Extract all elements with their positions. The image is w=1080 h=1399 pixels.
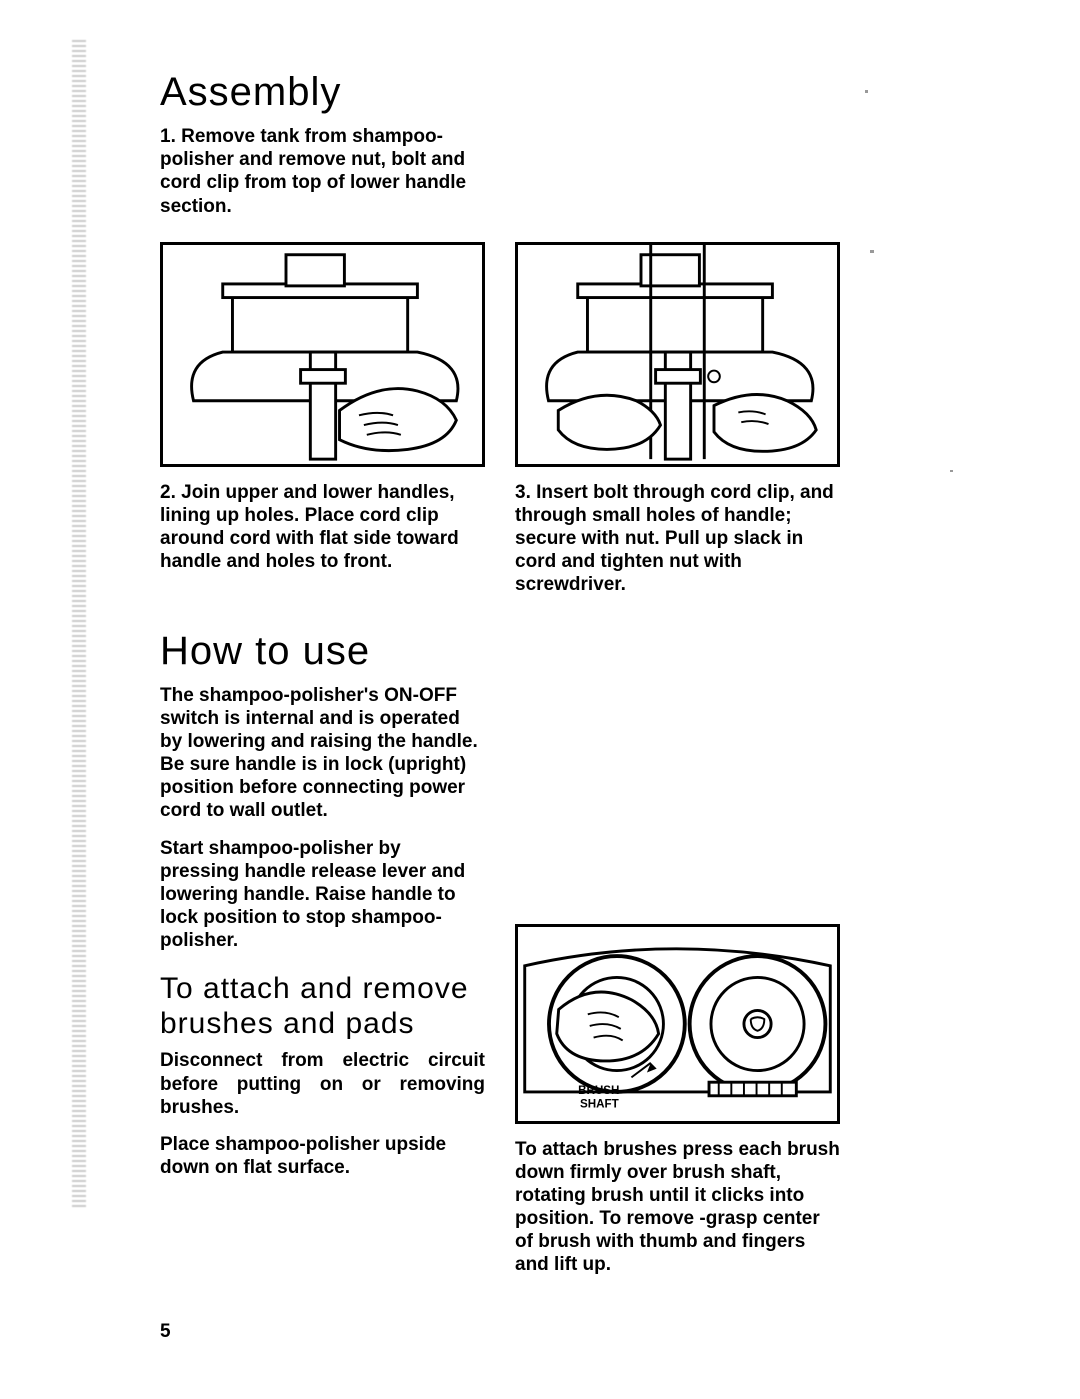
- assembly-step-3: 3. Insert bolt through cord clip, and th…: [515, 481, 840, 597]
- attach-p2: Place shampoo-polisher upside down on fl…: [160, 1133, 485, 1179]
- attach-heading: To attach and remove brushes and pads: [160, 972, 485, 1041]
- brush-figure: BRUSH SHAFT: [515, 924, 840, 1124]
- scan-binding-artifact: [72, 40, 86, 1210]
- attach-p3: To attach brushes press each brush down …: [515, 1138, 840, 1277]
- assembly-step-1: 1. Remove tank from shampoo-polisher and…: [160, 125, 485, 218]
- figure-label-brush: BRUSH: [578, 1083, 619, 1096]
- assembly-heading: Assembly: [160, 70, 840, 115]
- assembly-figure-2: [515, 242, 840, 467]
- assembly-figure-1: [160, 242, 485, 467]
- text-run: switch is internal and is operated by lo…: [160, 708, 478, 822]
- scan-speckle: [865, 90, 868, 93]
- text-run: The shampoo-polisher's: [160, 685, 384, 706]
- text-run-bold: ON: [384, 685, 413, 706]
- text-run-bold: OFF: [419, 685, 457, 706]
- scan-speckle: [870, 250, 874, 253]
- attach-p1: Disconnect from electric circuit before …: [160, 1049, 485, 1119]
- text-run-bold: brushes.: [160, 1097, 239, 1118]
- text-run: on or removing: [301, 1074, 485, 1095]
- text-run-bold: before putting: [160, 1074, 301, 1095]
- figure-label-shaft: SHAFT: [580, 1097, 619, 1110]
- page-number: 5: [160, 1321, 840, 1343]
- how-to-use-p2: Start shampoo-polisher by pressing handl…: [160, 837, 485, 953]
- how-to-use-p1: The shampoo-polisher's ON-OFF switch is …: [160, 684, 485, 823]
- assembly-step-2: 2. Join upper and lower handles, lining …: [160, 481, 485, 574]
- page-content: Assembly 1. Remove tank from shampoo-pol…: [160, 70, 840, 1343]
- text-run: Disconnect from electric circuit: [160, 1050, 485, 1071]
- how-to-use-heading: How to use: [160, 629, 840, 674]
- scan-speckle: [950, 470, 953, 472]
